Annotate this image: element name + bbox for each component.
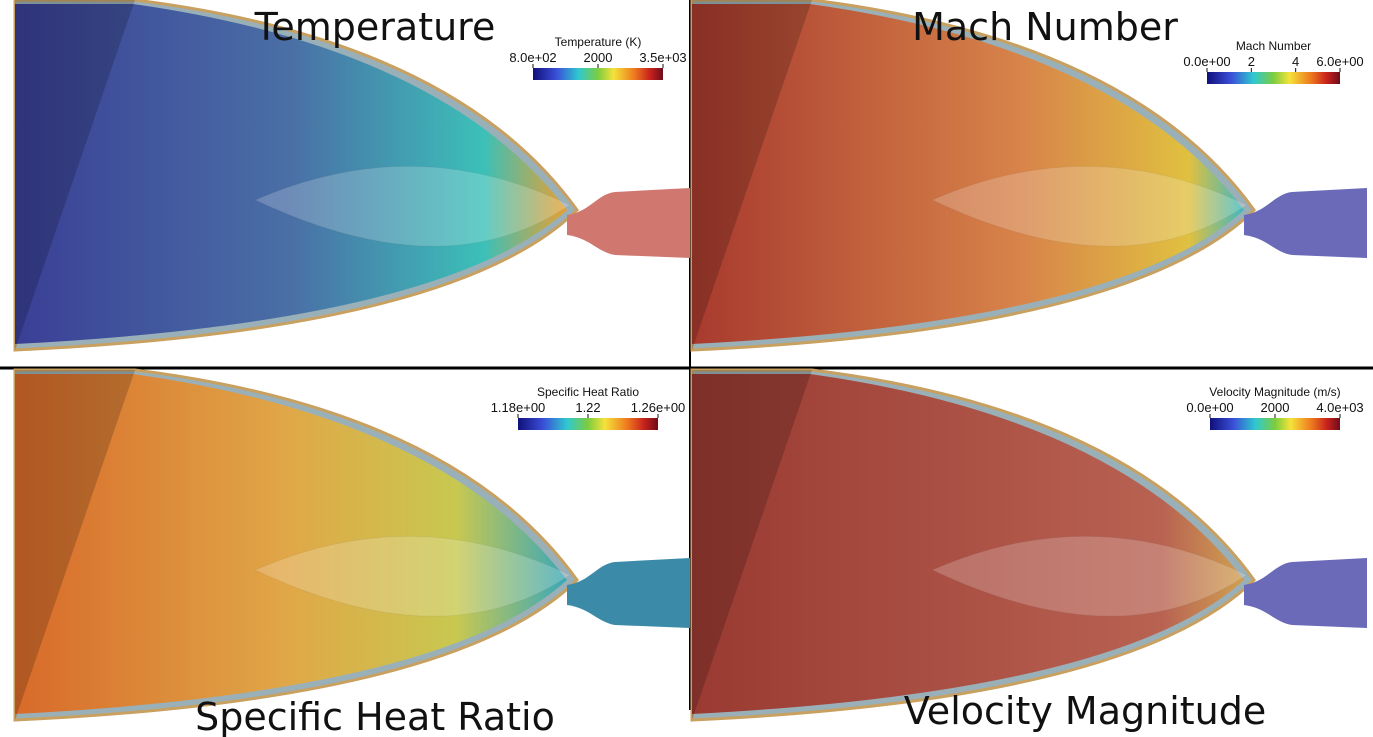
colorbar: [1207, 72, 1340, 84]
nozzle: [567, 188, 690, 258]
colorbar-title: Velocity Magnitude (m/s): [1209, 385, 1340, 399]
colorbar-tick-label: 2: [1248, 54, 1255, 69]
colorbar-title: Temperature (K): [555, 35, 642, 49]
nozzle: [1244, 188, 1367, 258]
nozzle: [1244, 558, 1367, 628]
colorbar-title: Specific Heat Ratio: [537, 385, 639, 399]
colorbar-title: Mach Number: [1236, 39, 1311, 53]
colorbar-tick-label: 1.22: [575, 400, 600, 415]
colorbar-tick-label: 1.26e+00: [631, 400, 686, 415]
colorbar-tick-label: 0.0e+00: [1186, 400, 1233, 415]
figure: Temperature Temperature (K)8.0e+02 2000 3.5…: [0, 0, 1373, 737]
colorbar-tick-label: 4: [1292, 54, 1299, 69]
colorbar-tick-label: 3.5e+03: [639, 50, 686, 65]
colorbar: [1210, 418, 1340, 430]
panel-title: Velocity Magnitude: [904, 689, 1266, 733]
colorbar-tick-label: 2000: [1261, 400, 1290, 415]
colorbar-tick-label: 6.0e+00: [1316, 54, 1363, 69]
panel-title: Specific Heat Ratio: [195, 695, 555, 737]
colorbar-tick-label: 0.0e+00: [1183, 54, 1230, 69]
nozzle: [567, 558, 690, 628]
colorbar-tick-label: 4.0e+03: [1316, 400, 1363, 415]
colorbar-tick-label: 2000: [584, 50, 613, 65]
panel-title: Mach Number: [912, 5, 1178, 49]
colorbar-tick-label: 1.18e+00: [491, 400, 546, 415]
colorbar: [518, 418, 658, 430]
panel-title: Temperature: [254, 5, 496, 49]
colorbar: [533, 68, 663, 80]
colorbar-tick-label: 8.0e+02: [509, 50, 556, 65]
